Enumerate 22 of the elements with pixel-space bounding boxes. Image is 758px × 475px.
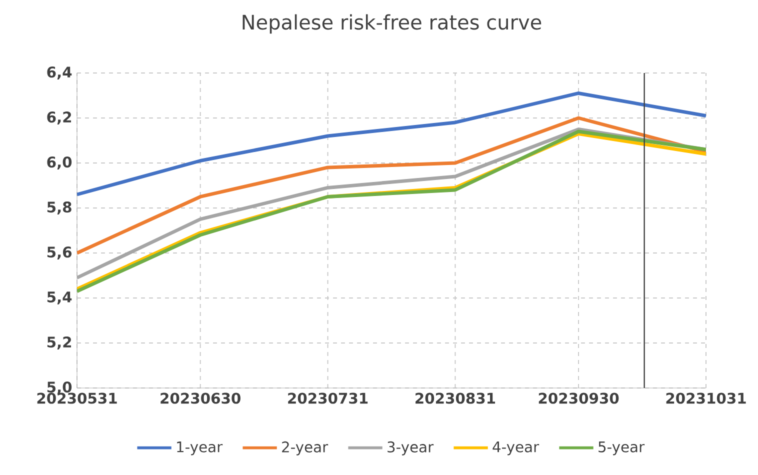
x-tick-label: 20230531 xyxy=(37,392,117,404)
legend-label: 1-year xyxy=(177,441,223,456)
line-series xyxy=(77,116,706,255)
line-series xyxy=(77,92,706,196)
y-tick-label: 5,8 xyxy=(47,202,72,214)
legend-label: 5-year xyxy=(598,441,645,456)
chart-title: Nepalese risk-free rates curve xyxy=(242,14,542,34)
y-tick-label: 6,2 xyxy=(47,112,72,124)
y-tick-label: 5,4 xyxy=(47,292,72,304)
legend-label: 4-year xyxy=(492,441,540,456)
x-tick-label: 20230731 xyxy=(288,392,368,404)
y-tick-label: 6,4 xyxy=(47,66,72,80)
y-tick-label: 6,0 xyxy=(47,156,72,170)
legend-label: 3-year xyxy=(388,441,434,456)
x-tick-label: 20230831 xyxy=(416,392,496,404)
x-tick-label: 20231031 xyxy=(666,392,746,404)
y-tick-label: 5,6 xyxy=(47,246,72,260)
y-tick-label: 5,2 xyxy=(47,336,72,350)
x-tick-label: 20230930 xyxy=(538,392,619,404)
legend-label: 2-year xyxy=(282,441,328,456)
x-tick-label: 20230630 xyxy=(160,392,240,404)
y-tick-label: 5,0 xyxy=(47,382,72,394)
